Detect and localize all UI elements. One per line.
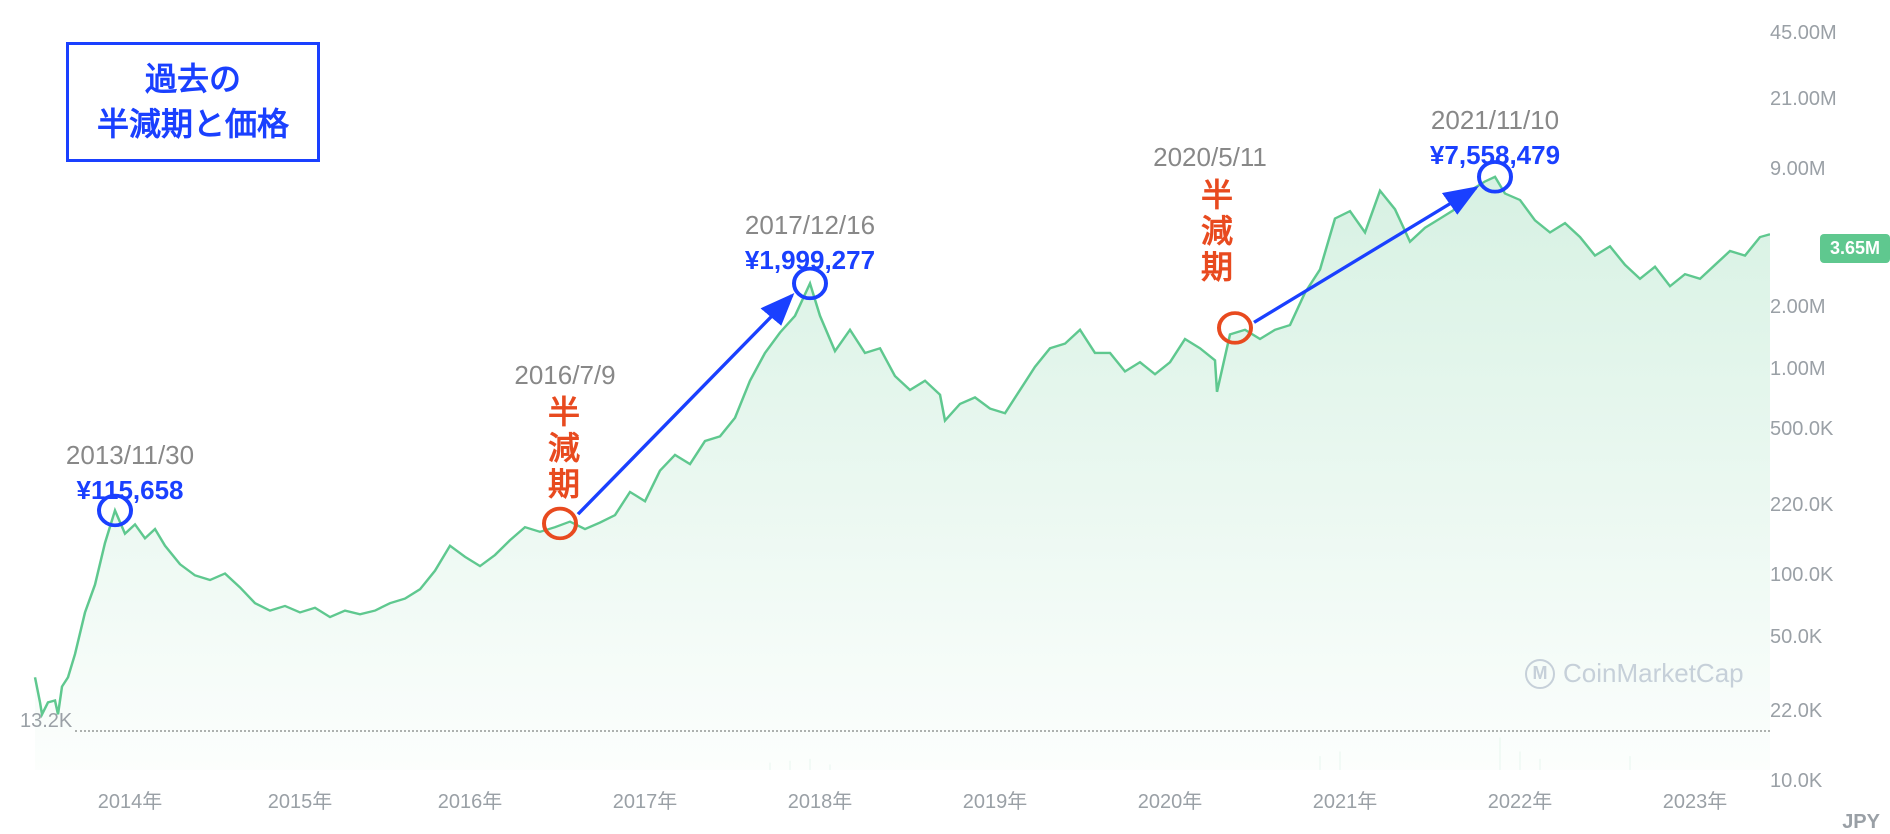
y-axis-tick: 500.0K [1770,418,1880,441]
x-axis-tick: 2014年 [98,785,163,814]
peak-date: 2017/12/16 [745,210,875,241]
peak-price: ¥115,658 [66,475,194,506]
peak-price: ¥1,999,277 [745,245,875,276]
halving-label: 半減期 [539,395,585,503]
x-axis-tick: 2015年 [268,785,333,814]
x-axis-tick: 2018年 [788,785,853,814]
peak-annotation: 2021/11/10 ¥7,558,479 [1430,105,1560,171]
y-axis-tick: 21.00M [1770,88,1880,111]
x-axis-tick: 2017年 [613,785,678,814]
current-value-badge: 3.65M [1820,234,1890,263]
y-axis-tick: 1.00M [1770,358,1880,381]
x-axis-tick: 2023年 [1663,785,1728,814]
title-line2: 半減期と価格 [97,106,289,142]
currency-label: JPY [1842,811,1880,834]
x-axis-tick: 2020年 [1138,785,1203,814]
y-axis-tick: 100.0K [1770,564,1880,587]
peak-date: 2021/11/10 [1430,105,1560,136]
start-value-label: 13.2K [20,710,72,733]
peak-annotation: 2013/11/30 ¥115,658 [66,440,194,506]
y-axis-tick: 22.0K [1770,700,1880,723]
title-line1: 過去の [145,61,241,97]
y-axis-tick: 50.0K [1770,626,1880,649]
peak-price: ¥7,558,479 [1430,140,1560,171]
watermark-text: CoinMarketCap [1563,658,1744,689]
halving-date: 2020/5/11 [1153,142,1267,173]
x-axis-tick: 2021年 [1313,785,1378,814]
x-axis-tick: 2016年 [438,785,503,814]
halving-date: 2016/7/9 [514,360,615,391]
watermark-icon: M [1525,659,1555,689]
y-axis-tick: 45.00M [1770,22,1880,45]
y-axis-tick: 9.00M [1770,158,1880,181]
y-axis-tick: 220.0K [1770,494,1880,517]
watermark: M CoinMarketCap [1525,658,1744,689]
peak-date: 2013/11/30 [66,440,194,471]
x-axis-tick: 2019年 [963,785,1028,814]
price-area-fill [35,177,1770,770]
y-axis-tick: 10.0K [1770,770,1880,793]
x-axis-tick: 2022年 [1488,785,1553,814]
peak-annotation: 2017/12/16 ¥1,999,277 [745,210,875,276]
y-axis-tick: 2.00M [1770,296,1880,319]
halving-label: 半減期 [1192,178,1238,286]
chart-title-box: 過去の 半減期と価格 [66,42,320,162]
